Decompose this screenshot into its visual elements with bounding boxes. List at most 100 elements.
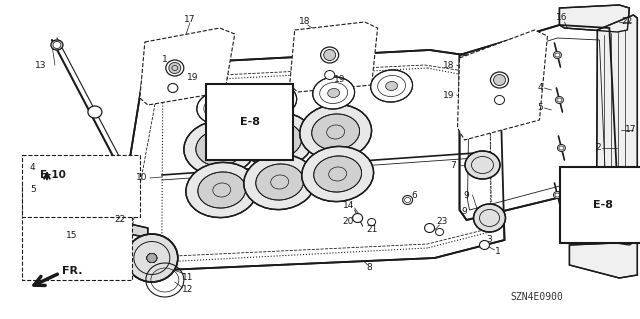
Ellipse shape (301, 146, 374, 202)
Text: 17: 17 (184, 16, 196, 25)
Ellipse shape (313, 77, 355, 109)
Text: 9: 9 (464, 190, 470, 199)
Ellipse shape (314, 156, 362, 192)
Ellipse shape (212, 103, 224, 113)
Ellipse shape (110, 220, 120, 229)
Text: FR.: FR. (62, 266, 83, 276)
Polygon shape (458, 30, 547, 140)
Text: 8: 8 (367, 263, 372, 272)
Ellipse shape (147, 254, 157, 263)
Text: 23: 23 (436, 218, 447, 226)
Ellipse shape (242, 112, 314, 167)
Text: 1: 1 (162, 56, 168, 64)
Text: E-10: E-10 (40, 170, 66, 180)
Text: 17: 17 (625, 125, 637, 135)
Ellipse shape (166, 60, 184, 76)
Ellipse shape (254, 122, 301, 158)
Text: 1: 1 (495, 248, 500, 256)
Ellipse shape (147, 254, 157, 263)
Text: 20: 20 (342, 218, 353, 226)
Ellipse shape (196, 130, 244, 166)
Text: 10: 10 (136, 174, 148, 182)
Text: 2: 2 (586, 188, 591, 197)
Text: 22: 22 (115, 216, 125, 225)
Polygon shape (115, 50, 504, 272)
Ellipse shape (321, 47, 339, 63)
Polygon shape (559, 5, 629, 32)
Text: 14: 14 (343, 201, 355, 210)
Polygon shape (596, 15, 637, 245)
Ellipse shape (71, 164, 85, 176)
Ellipse shape (71, 189, 85, 201)
Ellipse shape (147, 254, 157, 263)
Ellipse shape (51, 40, 63, 50)
Polygon shape (570, 242, 637, 278)
Text: 3: 3 (486, 235, 492, 244)
Text: E-8: E-8 (240, 117, 260, 127)
Ellipse shape (495, 95, 504, 105)
Text: 18: 18 (443, 61, 454, 70)
Text: 5: 5 (538, 103, 543, 113)
Ellipse shape (353, 213, 363, 222)
Ellipse shape (554, 191, 561, 198)
Text: 12: 12 (182, 286, 193, 294)
Ellipse shape (147, 254, 157, 263)
Ellipse shape (479, 241, 490, 249)
Polygon shape (68, 210, 148, 238)
Text: 19: 19 (334, 76, 346, 85)
Ellipse shape (324, 49, 335, 61)
Polygon shape (290, 22, 378, 92)
Ellipse shape (184, 121, 256, 175)
Ellipse shape (554, 51, 561, 58)
Ellipse shape (403, 196, 413, 204)
Ellipse shape (324, 70, 335, 79)
Ellipse shape (367, 219, 376, 226)
Ellipse shape (83, 213, 93, 222)
Ellipse shape (198, 172, 246, 208)
Ellipse shape (168, 84, 178, 93)
Ellipse shape (474, 204, 506, 232)
Text: 15: 15 (66, 231, 77, 240)
Text: 9: 9 (462, 207, 468, 217)
Ellipse shape (74, 191, 83, 199)
Text: 4: 4 (30, 164, 36, 173)
Text: SZN4E0900: SZN4E0900 (511, 292, 563, 302)
Ellipse shape (386, 81, 397, 91)
Ellipse shape (147, 254, 157, 263)
Ellipse shape (312, 114, 360, 150)
Ellipse shape (169, 63, 181, 73)
Ellipse shape (244, 154, 316, 210)
Ellipse shape (74, 166, 83, 174)
Text: 22: 22 (621, 18, 632, 26)
Polygon shape (140, 28, 235, 105)
FancyBboxPatch shape (22, 155, 140, 217)
Ellipse shape (186, 162, 258, 218)
Ellipse shape (465, 151, 500, 179)
Ellipse shape (371, 70, 413, 102)
Ellipse shape (147, 254, 157, 263)
Text: 11: 11 (182, 273, 193, 283)
Polygon shape (460, 25, 618, 220)
Text: 7: 7 (450, 160, 456, 169)
Ellipse shape (556, 97, 563, 103)
Ellipse shape (490, 72, 509, 88)
Text: 19: 19 (443, 91, 454, 100)
Text: 13: 13 (35, 61, 47, 70)
Ellipse shape (493, 75, 506, 85)
Ellipse shape (147, 254, 157, 263)
Ellipse shape (88, 106, 102, 118)
Text: 6: 6 (412, 191, 417, 201)
Text: 16: 16 (556, 13, 567, 23)
Ellipse shape (147, 254, 157, 263)
Text: 2: 2 (596, 144, 602, 152)
Ellipse shape (328, 88, 340, 98)
Ellipse shape (126, 234, 178, 282)
Ellipse shape (424, 224, 435, 233)
Text: E-8: E-8 (593, 200, 613, 210)
Text: 5: 5 (30, 186, 36, 195)
Ellipse shape (197, 92, 239, 124)
Text: 21: 21 (366, 226, 378, 234)
Ellipse shape (557, 145, 565, 152)
Text: 19: 19 (580, 201, 591, 210)
Ellipse shape (256, 164, 303, 200)
